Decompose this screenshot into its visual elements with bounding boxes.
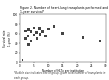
Point xyxy=(25,38,26,39)
Point xyxy=(36,38,38,39)
Point xyxy=(30,40,32,41)
Point xyxy=(27,29,29,30)
Y-axis label: Survival rate
1-year (%): Survival rate 1-year (%) xyxy=(3,30,12,47)
Point xyxy=(53,26,55,27)
Point xyxy=(42,31,43,32)
Point xyxy=(25,31,26,32)
Point xyxy=(33,27,35,28)
Point xyxy=(27,35,29,37)
Point xyxy=(82,37,84,38)
Text: *Bubble size indicates size of group, given total number of transplants in each : *Bubble size indicates size of group, gi… xyxy=(14,71,106,80)
Point xyxy=(22,59,23,61)
Point xyxy=(39,28,41,29)
Point xyxy=(36,32,38,33)
Point xyxy=(62,33,64,34)
Point xyxy=(27,44,29,45)
X-axis label: Number of HLTx per institution: Number of HLTx per institution xyxy=(42,69,84,73)
Point xyxy=(45,35,46,37)
Text: Figure 2. Number of heart-lung transplants performed and 1-year survival*: Figure 2. Number of heart-lung transplan… xyxy=(20,6,108,14)
Point xyxy=(39,34,41,35)
Point xyxy=(47,28,49,29)
Point xyxy=(30,31,32,32)
Point xyxy=(33,34,35,36)
Point xyxy=(99,40,101,41)
